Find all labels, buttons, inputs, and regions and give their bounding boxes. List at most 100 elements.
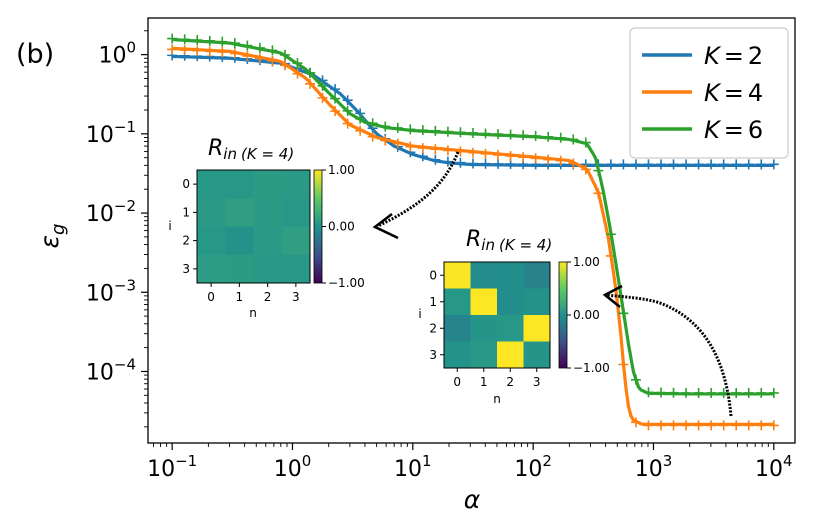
series-marker xyxy=(756,420,767,431)
series-marker xyxy=(405,124,416,135)
inset-1-title-note: (K = 4) xyxy=(241,145,294,163)
arrow-to-inset-2 xyxy=(602,284,733,417)
series-marker xyxy=(455,146,466,157)
inset-1-cell-2-1 xyxy=(225,226,254,256)
series-k=6 xyxy=(167,33,779,398)
series-marker xyxy=(229,38,240,49)
y-axis-label: εg xyxy=(35,224,69,249)
series-marker xyxy=(267,55,278,66)
series-marker xyxy=(279,49,290,60)
series-marker xyxy=(518,152,529,163)
series-marker xyxy=(430,125,441,136)
series-marker xyxy=(756,159,767,170)
inset-1-cell-1-2 xyxy=(253,198,283,227)
series-marker xyxy=(430,154,441,165)
series-marker xyxy=(167,33,178,44)
series-marker xyxy=(693,387,704,398)
legend-k4-var: K xyxy=(704,79,722,107)
inset-2-ticks: 0 0 1 1 2 2 3 3 xyxy=(429,268,540,389)
inset-2-cell-3-2 xyxy=(497,341,524,369)
series-marker xyxy=(493,129,504,140)
series-marker xyxy=(655,159,666,170)
series-marker xyxy=(442,126,453,137)
series-marker xyxy=(681,420,692,431)
inset-1-ytick-label: 1 xyxy=(182,205,190,219)
series-marker xyxy=(630,417,641,428)
inset-2-frame xyxy=(443,261,551,369)
series-marker xyxy=(618,359,629,370)
series-marker xyxy=(417,143,428,154)
inset-1-cell-1-3 xyxy=(281,198,311,227)
inset-1-cell-2-0 xyxy=(197,226,226,256)
series-marker xyxy=(568,134,579,145)
series-marker xyxy=(480,158,491,169)
series-marker xyxy=(731,420,742,431)
series-marker xyxy=(505,151,516,162)
series-marker xyxy=(305,67,316,78)
series-marker xyxy=(655,420,666,431)
series-marker xyxy=(330,84,341,95)
series-marker xyxy=(480,148,491,159)
series-marker xyxy=(455,127,466,138)
x-tick-label-0: 10−1 xyxy=(147,452,197,482)
inset-heatmap-2: Rin (K = 4) 0 0 1 1 2 2 3 3 n i 1.00 0.00 −1.00 xyxy=(418,227,609,406)
series-marker xyxy=(555,155,566,166)
inset-2-cell-2-3 xyxy=(523,315,551,342)
series-marker xyxy=(643,387,654,398)
inset-1-cell-0-2 xyxy=(253,170,283,199)
inset-1-cell-0-3 xyxy=(281,170,311,199)
series-marker xyxy=(392,122,403,133)
series-marker xyxy=(518,130,529,141)
inset-1-ylabel: i xyxy=(168,219,171,233)
inset-2-cbar-label: −1.00 xyxy=(573,361,610,375)
legend-entry-k6: K = 6 xyxy=(642,116,763,144)
series-marker xyxy=(493,149,504,160)
series-marker xyxy=(455,157,466,168)
series-marker xyxy=(467,158,478,169)
inset-1-cell-3-3 xyxy=(281,254,311,284)
series-marker xyxy=(543,154,554,165)
inset-1-cells xyxy=(197,170,311,284)
panel-label: (b) xyxy=(16,39,54,70)
series-marker xyxy=(380,121,391,132)
series-marker xyxy=(580,137,591,148)
inset-2-cell-0-3 xyxy=(523,262,551,289)
legend-k4-value: 4 xyxy=(748,79,763,107)
inset-1-xtick-label: 1 xyxy=(236,290,244,304)
legend-k2-value: 2 xyxy=(748,42,763,70)
legend-frame xyxy=(629,27,789,159)
series-marker xyxy=(618,159,629,170)
inset-2-colorbar-ticks: 1.00 0.00 −1.00 xyxy=(567,255,610,375)
inset-1-cell-3-2 xyxy=(253,254,283,284)
inset-1-cell-1-0 xyxy=(197,198,226,227)
inset-1-cell-0-1 xyxy=(225,170,254,199)
series-marker xyxy=(505,129,516,140)
inset-2-cell-2-0 xyxy=(444,315,471,342)
series-marker xyxy=(768,387,779,398)
series-marker xyxy=(618,308,629,319)
series-marker xyxy=(731,387,742,398)
inset-2-cell-2-1 xyxy=(470,315,498,342)
x-tick-label-5: 104 xyxy=(755,452,793,482)
series-marker xyxy=(229,48,240,59)
series-marker xyxy=(706,387,717,398)
series-marker xyxy=(768,159,779,170)
series-marker xyxy=(242,50,253,61)
inset-2-xtick-label: 1 xyxy=(480,375,488,389)
series-marker xyxy=(593,165,604,176)
series-marker xyxy=(493,158,504,169)
inset-2-cell-2-2 xyxy=(497,315,524,342)
inset-2-xlabel: n xyxy=(493,392,501,406)
series-marker xyxy=(167,44,178,55)
series-marker xyxy=(718,387,729,398)
y-axis-ticks: 100 10−1 10−2 10−3 10−4 xyxy=(86,30,148,428)
series-marker xyxy=(480,128,491,139)
series-marker xyxy=(254,42,265,53)
inset-2-xtick-label: 3 xyxy=(533,375,541,389)
inset-2-xtick-label: 2 xyxy=(506,375,514,389)
series-marker xyxy=(179,45,190,56)
legend-k2-var: K xyxy=(704,42,722,70)
series-marker xyxy=(430,144,441,155)
series-marker xyxy=(706,420,717,431)
